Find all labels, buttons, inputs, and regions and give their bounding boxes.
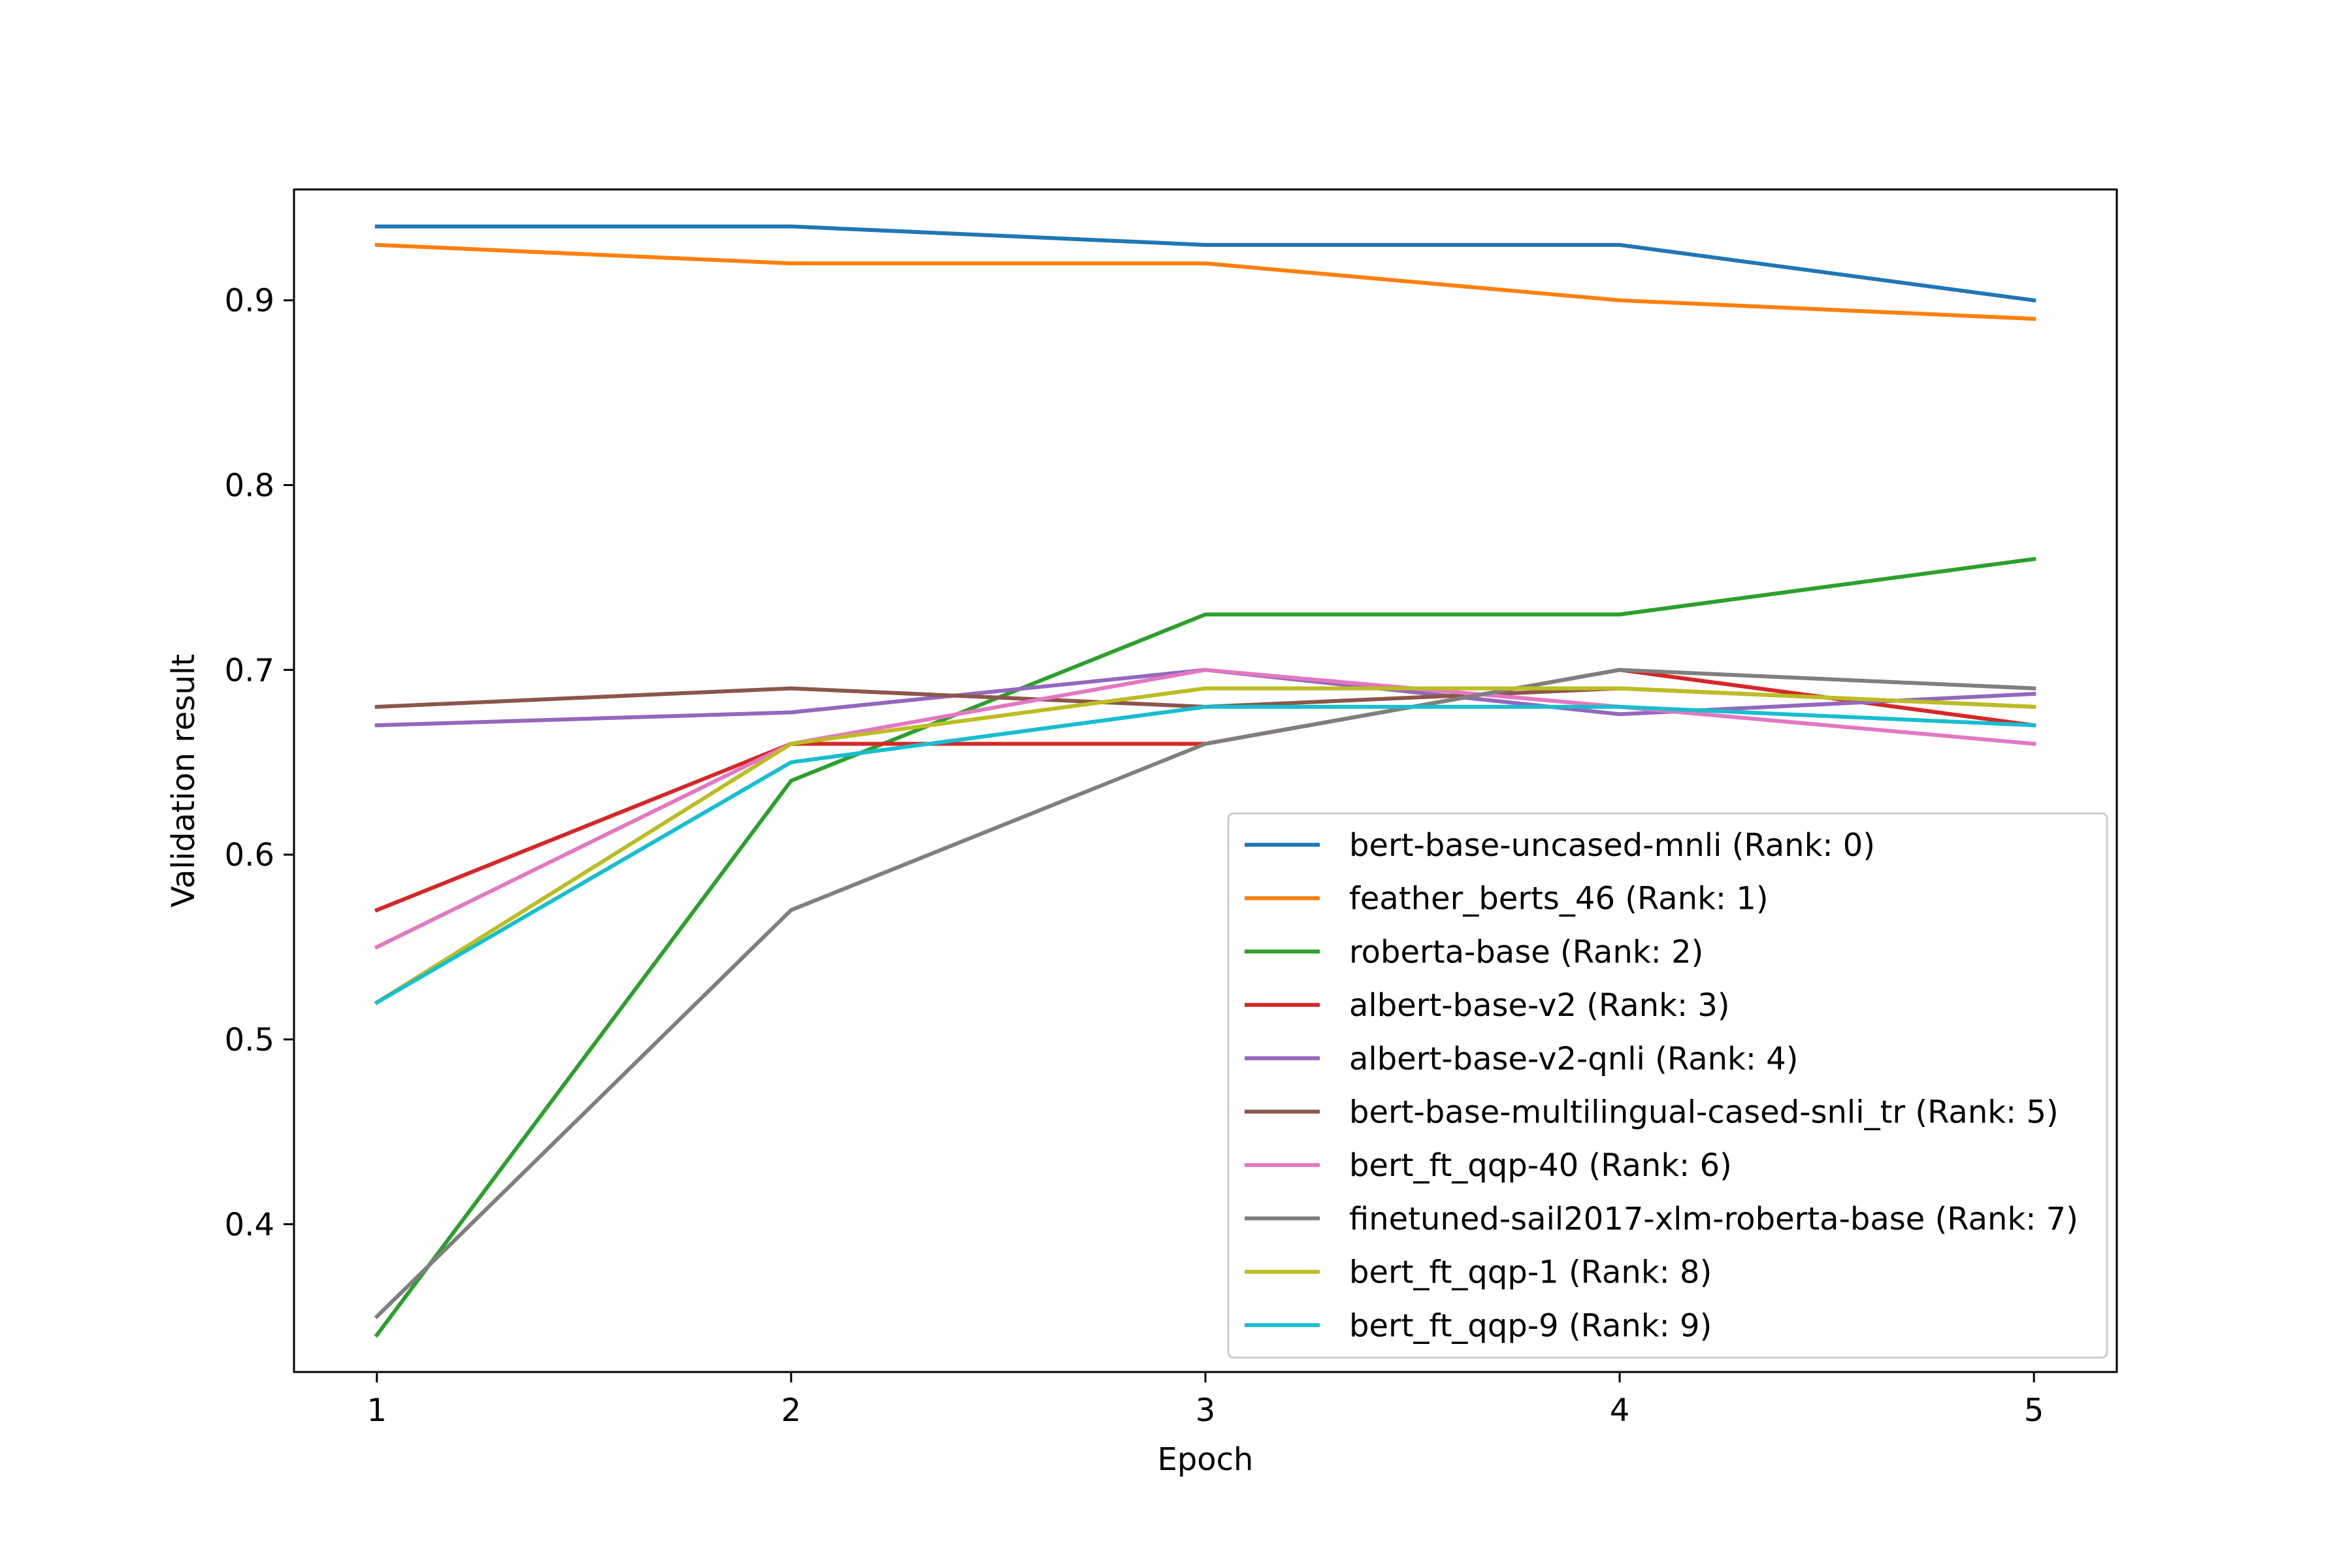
x-axis: 1 2 3 4 5 [367,1372,2044,1429]
series-lines [374,224,2036,1338]
x-tick-label: 4 [1610,1392,1630,1429]
series-line-0 [374,224,2036,303]
legend-label-9: bert_ft_qqp-9 (Rank: 9) [1349,1307,1712,1344]
y-axis-label: Validation result [165,654,202,907]
x-tick-label: 2 [781,1392,802,1429]
y-tick-label: 0.6 [225,837,274,874]
series-line-9 [374,704,2036,1005]
legend-label-6: bert_ft_qqp-40 (Rank: 6) [1349,1147,1732,1184]
legend-label-7: finetuned-sail2017-xlm-roberta-base (Ran… [1349,1201,2078,1237]
y-tick-label: 0.4 [225,1207,274,1243]
series-line-8 [374,686,2036,1005]
legend: bert-base-uncased-mnli (Rank: 0) feather_… [1227,812,2108,1359]
series-line-6 [374,668,2036,950]
series-line-7 [374,668,2036,1320]
legend-label-3: albert-base-v2 (Rank: 3) [1349,987,1730,1024]
y-tick-label: 0.9 [225,283,274,319]
y-axis: 0.4 0.5 0.6 0.7 0.8 0.9 [225,283,294,1243]
x-tick-label: 5 [2024,1392,2044,1429]
x-tick-label: 1 [367,1392,387,1429]
x-axis-label: Epoch [1158,1441,1254,1478]
legend-label-4: albert-base-v2-qnli (Rank: 4) [1349,1041,1799,1077]
y-tick-label: 0.7 [225,652,274,689]
series-line-1 [374,242,2036,321]
legend-label-8: bert_ft_qqp-1 (Rank: 8) [1349,1254,1712,1291]
y-tick-label: 0.8 [225,468,274,504]
legend-label-5: bert-base-multilingual-cased-snli_tr (Ra… [1349,1094,2059,1131]
series-line-2 [374,557,2036,1338]
x-tick-label: 3 [1196,1392,1216,1429]
legend-box [1227,812,2108,1359]
legend-label-1: feather_berts_46 (Rank: 1) [1349,881,1769,917]
y-tick-label: 0.5 [225,1022,274,1058]
legend-label-2: roberta-base (Rank: 2) [1349,934,1703,970]
legend-label-0: bert-base-uncased-mnli (Rank: 0) [1349,827,1875,864]
